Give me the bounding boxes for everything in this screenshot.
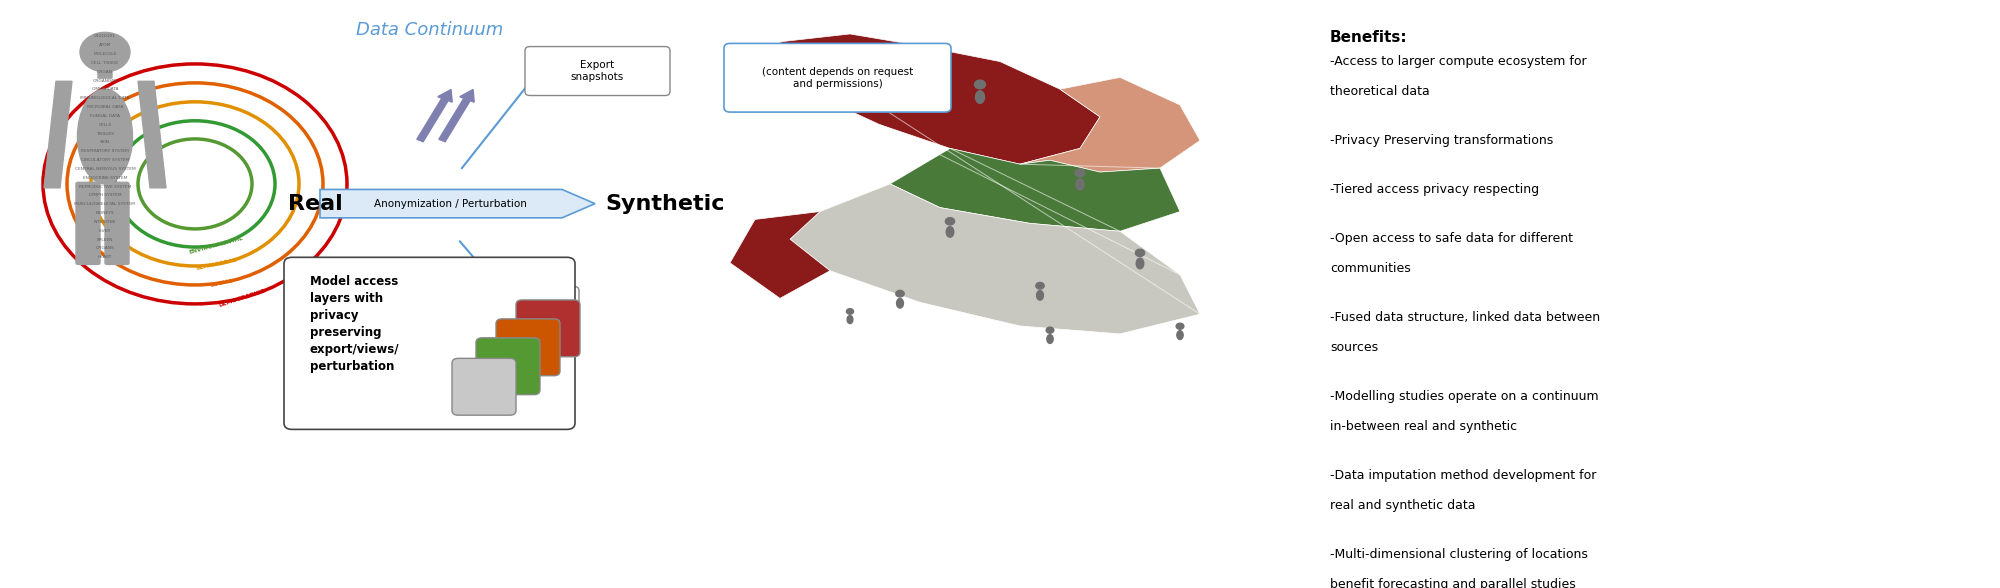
Text: ORGAN: ORGAN: [96, 69, 112, 74]
Text: communities: communities: [1330, 262, 1410, 275]
Text: ENDOCRINE SYSTEM: ENDOCRINE SYSTEM: [82, 176, 128, 180]
Polygon shape: [44, 81, 72, 188]
Text: CENTRAL NERVOUS SYSTEM: CENTRAL NERVOUS SYSTEM: [74, 167, 136, 171]
FancyArrow shape: [416, 89, 452, 142]
Circle shape: [80, 32, 130, 72]
Text: sources: sources: [1330, 341, 1378, 354]
Ellipse shape: [78, 89, 132, 184]
Text: theoretical data: theoretical data: [1330, 85, 1430, 98]
Ellipse shape: [1176, 330, 1184, 339]
Text: ORGANS: ORGANS: [96, 246, 114, 250]
Text: MUSCULOSKELETAL SYSTEM: MUSCULOSKELETAL SYSTEM: [74, 202, 136, 206]
FancyBboxPatch shape: [76, 182, 100, 265]
Text: ORGANISM: ORGANISM: [94, 79, 116, 82]
Text: -Data imputation method development for: -Data imputation method development for: [1330, 469, 1596, 482]
FancyBboxPatch shape: [476, 338, 540, 395]
FancyArrow shape: [416, 259, 452, 312]
FancyArrow shape: [438, 89, 474, 142]
Text: MOLECULE: MOLECULE: [94, 52, 116, 56]
Text: ENVIRONMENTAL: ENVIRONMENTAL: [188, 235, 244, 255]
Polygon shape: [320, 189, 596, 218]
Text: INTESTINE: INTESTINE: [94, 220, 116, 224]
FancyBboxPatch shape: [496, 319, 560, 376]
Text: Benefits:: Benefits:: [1330, 30, 1408, 45]
Circle shape: [946, 218, 954, 225]
FancyBboxPatch shape: [516, 300, 580, 357]
Ellipse shape: [1076, 179, 1084, 190]
Text: REPRODUCTIVE SYSTEM: REPRODUCTIVE SYSTEM: [78, 185, 132, 189]
Text: LIVER: LIVER: [98, 229, 112, 233]
Text: -Tiered access privacy respecting: -Tiered access privacy respecting: [1330, 183, 1540, 196]
Text: -Multi-dimensional clustering of locations: -Multi-dimensional clustering of locatio…: [1330, 548, 1588, 561]
Ellipse shape: [1136, 258, 1144, 269]
Text: RESPIRATORY SYSTEM: RESPIRATORY SYSTEM: [82, 149, 128, 153]
Text: real and synthetic data: real and synthetic data: [1330, 499, 1476, 512]
Text: Synthetic: Synthetic: [604, 193, 724, 213]
Polygon shape: [1020, 78, 1200, 172]
Polygon shape: [730, 212, 830, 298]
Circle shape: [1036, 282, 1044, 289]
Text: KIDNEYS: KIDNEYS: [96, 211, 114, 215]
Text: CIRCULATORY SYSTEM: CIRCULATORY SYSTEM: [80, 158, 130, 162]
Text: CELL TISSUE: CELL TISSUE: [92, 61, 118, 65]
Text: Model access
layers with
privacy
preserving
export/views/
perturbation: Model access layers with privacy preserv…: [310, 275, 400, 373]
Circle shape: [1136, 249, 1144, 256]
Text: Anonymization / Perturbation: Anonymization / Perturbation: [374, 199, 526, 209]
Text: SKIN: SKIN: [100, 141, 110, 145]
Text: DEMOGRAPHIC: DEMOGRAPHIC: [218, 288, 266, 308]
Circle shape: [1176, 323, 1184, 329]
Text: CELLS: CELLS: [98, 123, 112, 126]
Ellipse shape: [946, 226, 954, 237]
FancyBboxPatch shape: [104, 182, 128, 265]
Text: -Fused data structure, linked data between: -Fused data structure, linked data betwe…: [1330, 311, 1600, 324]
Circle shape: [896, 290, 904, 297]
Text: -Open access to safe data for different: -Open access to safe data for different: [1330, 232, 1572, 245]
Ellipse shape: [976, 91, 984, 103]
FancyBboxPatch shape: [724, 44, 952, 112]
Text: IMMUNOLOGICAL DATA: IMMUNOLOGICAL DATA: [80, 96, 130, 100]
Ellipse shape: [1046, 335, 1054, 343]
Text: -Access to larger compute ecosystem for: -Access to larger compute ecosystem for: [1330, 55, 1586, 68]
Text: ATOM: ATOM: [98, 43, 112, 47]
Text: Real: Real: [288, 193, 342, 213]
Circle shape: [1046, 327, 1054, 333]
Ellipse shape: [1036, 290, 1044, 300]
FancyBboxPatch shape: [98, 67, 112, 78]
Polygon shape: [890, 148, 1180, 231]
FancyBboxPatch shape: [524, 46, 670, 95]
Text: Data Continuum: Data Continuum: [356, 21, 504, 39]
Text: FUNGAL DATA: FUNGAL DATA: [90, 114, 120, 118]
Circle shape: [846, 309, 854, 314]
Text: View: View: [520, 300, 546, 310]
FancyBboxPatch shape: [488, 286, 580, 325]
Text: benefit forecasting and parallel studies: benefit forecasting and parallel studies: [1330, 578, 1576, 588]
Text: MICROBIAL DATA: MICROBIAL DATA: [86, 105, 124, 109]
Text: HEART: HEART: [98, 255, 112, 259]
Circle shape: [1076, 169, 1084, 177]
Text: LYMPH SYSTEM: LYMPH SYSTEM: [88, 193, 122, 198]
FancyBboxPatch shape: [284, 258, 576, 429]
Text: -Modelling studies operate on a continuum: -Modelling studies operate on a continuu…: [1330, 390, 1598, 403]
Text: in-between real and synthetic: in-between real and synthetic: [1330, 420, 1518, 433]
Text: TISSUES: TISSUES: [96, 132, 114, 136]
Text: (content depends on request
and permissions): (content depends on request and permissi…: [762, 67, 914, 89]
Text: BEHAVIORAL: BEHAVIORAL: [196, 258, 238, 271]
Polygon shape: [770, 34, 1100, 164]
Polygon shape: [138, 81, 166, 188]
Text: Export
snapshots: Export snapshots: [570, 60, 624, 82]
Polygon shape: [790, 184, 1200, 334]
Ellipse shape: [896, 299, 904, 308]
Text: SPLEEN: SPLEEN: [96, 238, 114, 242]
Text: -Privacy Preserving transformations: -Privacy Preserving transformations: [1330, 134, 1554, 147]
FancyBboxPatch shape: [452, 358, 516, 415]
FancyArrow shape: [438, 259, 474, 312]
Text: OMICS DATA: OMICS DATA: [92, 88, 118, 91]
Text: SOCIAL: SOCIAL: [210, 278, 234, 288]
Text: 01010101: 01010101: [94, 34, 116, 38]
Ellipse shape: [848, 316, 852, 323]
Circle shape: [974, 80, 986, 89]
